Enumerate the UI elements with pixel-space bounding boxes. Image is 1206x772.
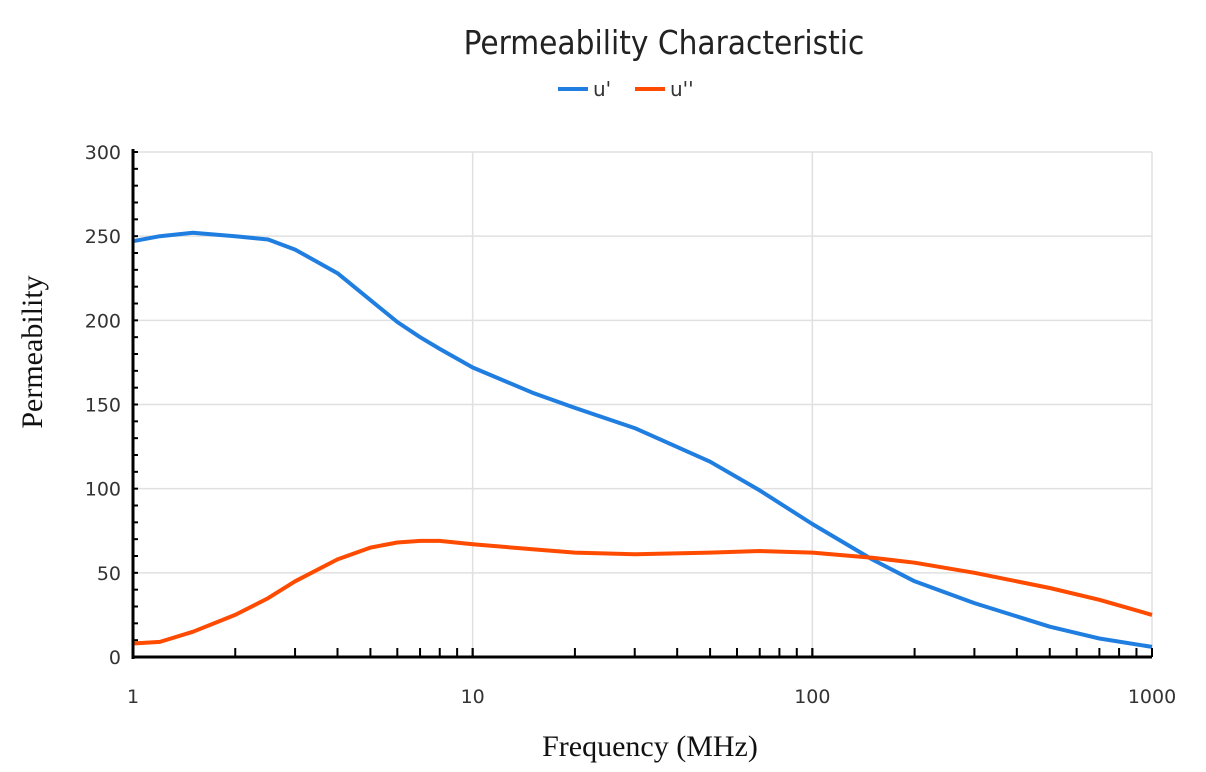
legend-label: u' xyxy=(593,77,611,101)
x-tick-label: 1000 xyxy=(1128,686,1176,708)
x-tick-label: 10 xyxy=(461,686,485,708)
legend-label: u'' xyxy=(670,77,694,101)
x-tick-label: 100 xyxy=(794,686,830,708)
chart-title: Permeability Characteristic xyxy=(464,23,865,62)
y-tick-label: 250 xyxy=(85,226,121,248)
y-tick-label: 0 xyxy=(109,647,121,669)
y-axis-label: Permeability xyxy=(16,275,49,428)
legend: u' u'' xyxy=(558,77,694,101)
gridlines xyxy=(133,151,1153,657)
x-axis-label: Frequency (MHz) xyxy=(542,730,758,763)
y-tick-label: 100 xyxy=(85,479,121,501)
y-tick-label: 200 xyxy=(85,310,121,332)
y-tick-label: 150 xyxy=(85,395,121,417)
series-line xyxy=(132,230,1153,649)
axes: 0 50 100 150 200 250 300 1 10 100 1000 xyxy=(85,142,1176,708)
y-tick-label: 50 xyxy=(97,563,121,585)
series-group xyxy=(132,230,1153,649)
y-tick-label: 300 xyxy=(85,142,121,164)
x-tick-label: 1 xyxy=(127,686,139,708)
series-line xyxy=(132,538,1153,646)
